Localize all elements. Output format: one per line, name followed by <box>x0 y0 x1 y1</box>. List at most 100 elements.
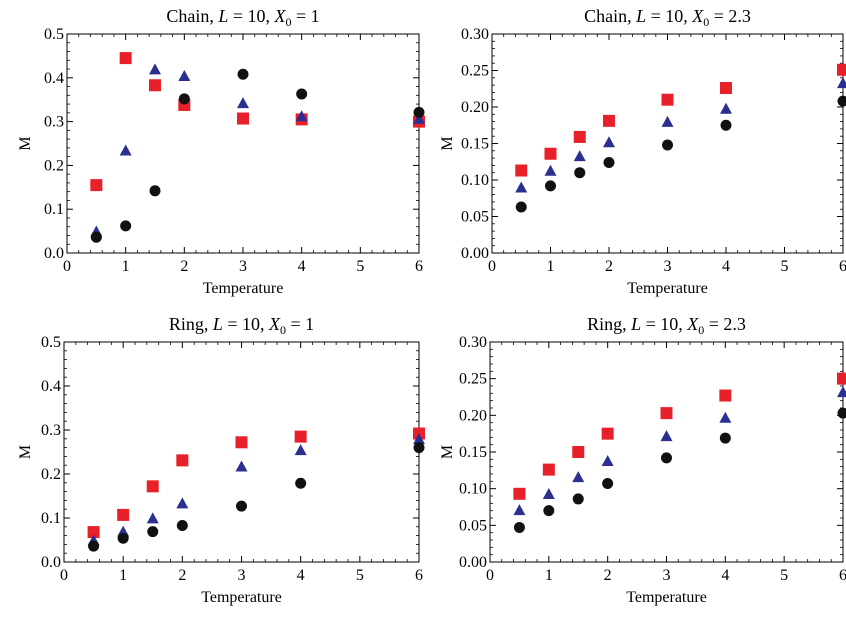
triangle-marker <box>119 144 132 156</box>
square-marker <box>149 79 161 92</box>
x-tick-label: 4 <box>298 258 306 275</box>
y-tick-label: 0.00 <box>461 245 489 262</box>
y-tick-label: 0.15 <box>459 444 487 461</box>
circle-marker <box>603 156 615 168</box>
triangle-marker <box>235 460 248 472</box>
x-tick-label: 1 <box>545 567 553 584</box>
square-marker <box>603 114 615 127</box>
circle-marker <box>147 526 159 538</box>
triangle-marker <box>603 136 615 148</box>
square-marker <box>90 179 103 192</box>
chart-panel-2: 0 1 2 3 4 5 6 0.00 0.05 0.10 0.15 0.20 0.25 0.30 Chain… <box>439 6 846 297</box>
x-tick-label: 3 <box>239 258 247 275</box>
circle-marker <box>515 201 527 213</box>
y-axis-label: M <box>17 445 34 459</box>
y-tick-label: 0.10 <box>461 172 489 189</box>
title-x-subscript: 0 <box>698 323 704 337</box>
circle-marker <box>413 442 425 454</box>
square-marker <box>146 480 159 493</box>
chart-panel-4: 0 1 2 3 4 5 6 0.00 0.05 0.10 0.15 0.20 0.25 0.30 Ring,… <box>439 314 846 606</box>
x-axis-label: Temperature <box>626 589 707 606</box>
x-tick-label: 5 <box>781 258 789 275</box>
square-marker <box>176 454 189 467</box>
square-marker <box>119 52 132 65</box>
y-tick-label: 0.20 <box>459 407 487 424</box>
square-marker <box>837 63 846 76</box>
triangle-marker <box>544 164 557 176</box>
circle-marker <box>117 532 129 544</box>
series-triangle <box>90 63 425 237</box>
circle-marker <box>176 519 188 531</box>
title-l-value: = 10, <box>641 314 687 334</box>
triangle-marker <box>178 69 191 81</box>
y-tick-label: 0.5 <box>44 26 64 43</box>
x-tick-label: 2 <box>604 567 612 584</box>
x-tick-label: 5 <box>780 567 788 584</box>
y-tick-label: 0.4 <box>41 378 61 395</box>
x-axis-label: Temperature <box>201 589 282 606</box>
circle-marker <box>237 68 249 80</box>
y-tick-label: 0.1 <box>44 201 64 218</box>
square-marker <box>719 389 732 402</box>
x-tick-label: 6 <box>415 567 423 584</box>
y-axis-label: M <box>439 445 456 459</box>
series-triangle <box>87 433 425 546</box>
series-circle <box>515 95 846 213</box>
triangle-marker <box>176 497 189 509</box>
circle-marker <box>295 477 307 489</box>
square-marker <box>572 446 585 458</box>
series-square <box>513 372 846 500</box>
triangle-marker <box>237 97 249 109</box>
y-tick-label: 0.2 <box>44 157 64 174</box>
title-x-symbol: X <box>274 6 287 26</box>
circle-marker <box>236 500 247 512</box>
title-x-subscript: 0 <box>280 323 286 337</box>
circle-marker <box>178 93 190 105</box>
triangle-marker <box>837 386 846 398</box>
title-l-value: = 10, <box>646 6 692 26</box>
circle-marker <box>662 139 673 151</box>
x-tick-label: 4 <box>297 567 305 584</box>
series-circle <box>90 68 425 243</box>
triangle-marker <box>542 488 555 500</box>
series-square <box>515 63 846 177</box>
title-l-symbol: L <box>217 6 228 26</box>
title-prefix: Ring, <box>169 314 213 334</box>
x-tick-label: 4 <box>721 567 729 584</box>
triangle-marker <box>572 471 585 483</box>
x-tick-label: 2 <box>178 567 186 584</box>
triangle-marker <box>413 112 425 124</box>
y-tick-label: 0.0 <box>41 554 61 571</box>
circle-marker <box>90 231 102 243</box>
triangle-marker <box>601 455 614 467</box>
series-triangle <box>515 77 846 193</box>
series-triangle <box>513 386 846 516</box>
plot-frame <box>63 341 420 563</box>
circle-marker <box>513 522 525 534</box>
title-x-subscript: 0 <box>703 15 709 29</box>
square-marker <box>720 82 732 95</box>
triangle-marker <box>660 430 673 442</box>
circle-marker <box>837 95 846 107</box>
y-tick-label: 0.10 <box>459 481 487 498</box>
square-marker <box>601 427 614 440</box>
series-square <box>90 52 425 192</box>
y-tick-label: 0.3 <box>41 422 61 439</box>
series-square <box>87 427 425 539</box>
x-axis-label: Temperature <box>203 280 284 297</box>
square-marker <box>515 164 528 177</box>
title-x-symbol: X <box>686 314 699 334</box>
circle-marker <box>719 432 731 444</box>
y-tick-label: 0.1 <box>41 510 61 527</box>
square-marker <box>513 487 526 500</box>
circle-marker <box>543 505 555 517</box>
circle-marker <box>545 180 556 192</box>
triangle-marker <box>573 150 586 162</box>
y-tick-label: 0.20 <box>461 99 489 116</box>
circle-marker <box>837 407 846 419</box>
square-marker <box>544 147 557 160</box>
triangle-marker <box>513 504 526 516</box>
y-tick-label: 0.05 <box>461 209 489 226</box>
circle-marker <box>88 540 100 552</box>
